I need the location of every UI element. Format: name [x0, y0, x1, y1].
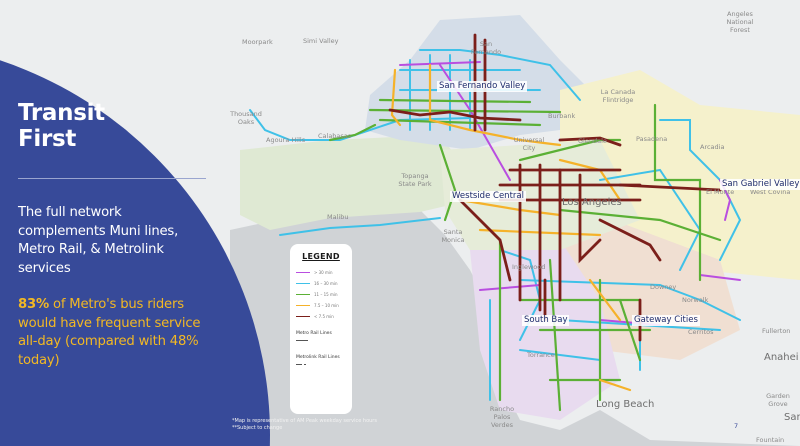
legend-swatch-cyan	[296, 282, 310, 285]
place-pasadena: Pasadena	[636, 135, 668, 143]
place-los-angeles: Los Angeles	[562, 197, 622, 208]
place-san-fernando: San Fernando	[470, 40, 502, 56]
region-label-san-fernando-valley: San Fernando Valley	[437, 81, 528, 92]
legend-item-11-15: 11 – 15 min	[296, 289, 346, 300]
place-norwalk: Norwalk	[682, 296, 709, 304]
legend-item-over-30: > 30 min	[296, 267, 346, 278]
legend-swatch-green	[296, 293, 310, 296]
footnote-subject-to-change: **Subject to change	[232, 425, 283, 431]
legend-label: < 7.5 min	[314, 314, 334, 319]
place-thousand-oaks: Thousand Oaks	[230, 110, 262, 126]
legend-swatch-darkred	[296, 315, 310, 318]
legend-label: 16 – 30 min	[314, 281, 338, 286]
place-west-covina: West Covina	[750, 188, 791, 196]
place-arcadia: Arcadia	[700, 143, 725, 151]
place-moorpark: Moorpark	[242, 38, 273, 46]
place-inglewood: Inglewood	[512, 263, 546, 271]
legend-title: LEGEND	[302, 252, 340, 261]
legend-label: > 30 min	[314, 270, 333, 275]
metrolink-line-icon	[296, 364, 306, 365]
network-description: The full network complements Muni lines,…	[18, 205, 179, 276]
region-label-westside-central: Westside Central	[450, 191, 526, 202]
route-label-7: 7	[734, 422, 739, 430]
stat-highlight: 83%	[18, 297, 49, 312]
region-label-south-bay: South Bay	[522, 315, 570, 326]
place-burbank: Burbank	[548, 112, 576, 120]
place-cerritos: Cerritos	[688, 328, 714, 336]
legend-label: 11 – 15 min	[314, 292, 338, 297]
place-topanga: Topanga State Park	[398, 172, 432, 188]
legend-metro-rail-label: Metro Rail Lines	[296, 331, 332, 336]
place-glendale: Glendale	[578, 137, 607, 145]
footnote-service-hours: *Map is representative of AM Peak weekda…	[232, 418, 377, 424]
place-rancho-palos-verdes: Rancho Palos Verdes	[489, 405, 515, 429]
legend-item-16-30: 16 – 30 min	[296, 278, 346, 289]
legend-label: 7.5 – 10 min	[314, 303, 339, 308]
title-line-2: First	[18, 126, 77, 152]
title-divider	[18, 178, 206, 179]
title-line-1: Transit	[18, 100, 105, 126]
legend-swatch-orange	[296, 304, 310, 307]
place-anaheim: Anahei	[764, 352, 799, 363]
place-angeles-forest: Angeles National Forest	[726, 10, 754, 34]
ridership-stat: 83% of Metro's bus riders would have fre…	[18, 296, 213, 370]
place-torrance: Torrance	[527, 351, 555, 359]
place-calabasas: Calabasas	[318, 132, 352, 140]
place-fountain: Fountain	[756, 436, 785, 444]
legend-swatch-purple	[296, 271, 310, 274]
legend-metrolink-label: Metrolink Rail Lines	[296, 355, 340, 360]
place-long-beach: Long Beach	[596, 399, 655, 410]
place-garden-grove: Garden Grove	[766, 392, 790, 408]
place-agoura-hills: Agoura Hills	[266, 136, 306, 144]
place-fullerton: Fullerton	[762, 327, 791, 335]
legend-item-7-5-10: 7.5 – 10 min	[296, 300, 346, 311]
place-el-monte: El Monte	[706, 188, 735, 196]
place-downey: Downey	[650, 283, 677, 291]
place-santa-monica: Santa Monica	[441, 228, 465, 244]
legend-item-under-7-5: < 7.5 min	[296, 311, 346, 322]
metro-rail-line-icon	[296, 340, 308, 341]
place-universal-city: Universal City	[513, 136, 545, 152]
info-panel: Transit First The full network complemen…	[18, 100, 213, 370]
page-title: Transit First	[18, 100, 213, 152]
place-malibu: Malibu	[327, 213, 349, 221]
stat-detail: of Metro's bus riders would have frequen…	[18, 297, 201, 368]
place-simi-valley: Simi Valley	[303, 37, 339, 45]
map-legend: LEGEND > 30 min 16 – 30 min 11 – 15 min …	[290, 244, 352, 414]
place-santa-ana: San	[784, 412, 800, 423]
map-footnotes: *Map is representative of AM Peak weekda…	[232, 418, 377, 432]
region-label-san-gabriel-valley: San Gabriel Valley	[720, 179, 800, 190]
region-label-gateway-cities: Gateway Cities	[632, 315, 700, 326]
place-la-canada: La Canada Flintridge	[600, 88, 636, 104]
